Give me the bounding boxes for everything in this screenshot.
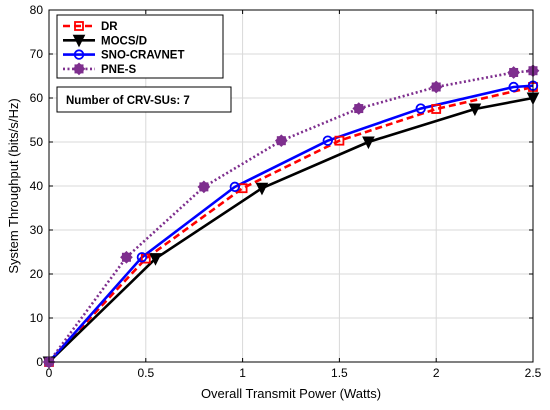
y-tick-label: 50 bbox=[30, 135, 44, 149]
y-tick-label: 0 bbox=[36, 355, 43, 369]
y-tick-label: 80 bbox=[30, 3, 44, 17]
legend-marker-pne-s-overlay bbox=[74, 64, 84, 74]
data-point-pne-s-overlay bbox=[199, 182, 209, 192]
legend-marker-sno-cravnet bbox=[73, 49, 85, 60]
x-tick-label: 1 bbox=[239, 366, 246, 380]
data-point-pne-s-overlay bbox=[354, 104, 364, 114]
y-tick-labels: 0 10 20 30 40 50 60 70 80 bbox=[30, 3, 44, 369]
data-point-pne-s-overlay bbox=[121, 252, 131, 262]
legend-marker-mocs-d bbox=[72, 34, 86, 48]
data-point-mocs-d bbox=[149, 253, 162, 266]
legend: DR MOCS/D SNO-CRAVNET PNE-S bbox=[56, 14, 224, 79]
annotation-frame bbox=[56, 86, 232, 113]
series-line-mocs-d bbox=[48, 96, 534, 363]
series-line-dr bbox=[48, 85, 534, 363]
legend-label-pne-s: PNE-S bbox=[101, 64, 136, 76]
y-tick-label: 20 bbox=[30, 267, 44, 281]
x-tick-label: 0 bbox=[46, 366, 53, 380]
data-point-mocs-d bbox=[362, 136, 375, 150]
data-point-sno-cravnet bbox=[508, 81, 519, 93]
data-point-pne-s-overlay bbox=[509, 67, 519, 77]
annotation-box: Number of CRV-SUs: 7 bbox=[56, 86, 232, 113]
data-point-mocs-d bbox=[255, 182, 269, 196]
y-tick-label: 10 bbox=[30, 311, 44, 325]
legend-label-dr: DR bbox=[101, 21, 118, 33]
series-markers bbox=[42, 64, 540, 370]
x-tick-label: 2 bbox=[433, 366, 440, 380]
data-point-pne-s-overlay bbox=[431, 82, 441, 92]
data-point-sno-cravnet bbox=[229, 181, 241, 193]
x-tick-label: 1.5 bbox=[331, 366, 348, 380]
y-tick-label: 30 bbox=[30, 223, 44, 237]
legend-marker-dr bbox=[74, 21, 84, 31]
data-point-sno-cravnet bbox=[322, 135, 333, 146]
legend-entries: DR MOCS/D SNO-CRAVNET PNE-S bbox=[63, 21, 184, 76]
legend-label-mocs-d: MOCS/D bbox=[101, 35, 147, 47]
data-point-dr bbox=[431, 104, 442, 114]
data-point-sno-cravnet bbox=[415, 103, 426, 114]
x-axis-label: Overall Transmit Power (Watts) bbox=[201, 386, 381, 401]
data-point-mocs-d bbox=[468, 103, 482, 117]
legend-box bbox=[56, 14, 224, 79]
x-tick-labels: 0 0.5 1 1.5 2 2.5 bbox=[46, 366, 542, 380]
y-tick-label: 40 bbox=[30, 179, 44, 193]
annotation-text: Number of CRV-SUs: 7 bbox=[66, 95, 190, 107]
y-tick-label: 60 bbox=[30, 91, 44, 105]
data-point-dr bbox=[334, 135, 345, 146]
data-point-sno-cravnet bbox=[136, 252, 148, 263]
axis-ticks bbox=[48, 9, 534, 363]
legend-label-sno-cravnet: SNO-CRAVNET bbox=[101, 50, 184, 62]
y-tick-label: 70 bbox=[30, 47, 44, 61]
series-line-pne-s bbox=[47, 69, 534, 363]
y-axis-label: System Throughput (bits/s/Hz) bbox=[6, 98, 21, 273]
x-tick-label: 0.5 bbox=[137, 366, 154, 380]
x-tick-label: 2.5 bbox=[525, 366, 542, 380]
grid-lines bbox=[49, 10, 533, 362]
data-point-pne-s-overlay bbox=[276, 136, 286, 146]
